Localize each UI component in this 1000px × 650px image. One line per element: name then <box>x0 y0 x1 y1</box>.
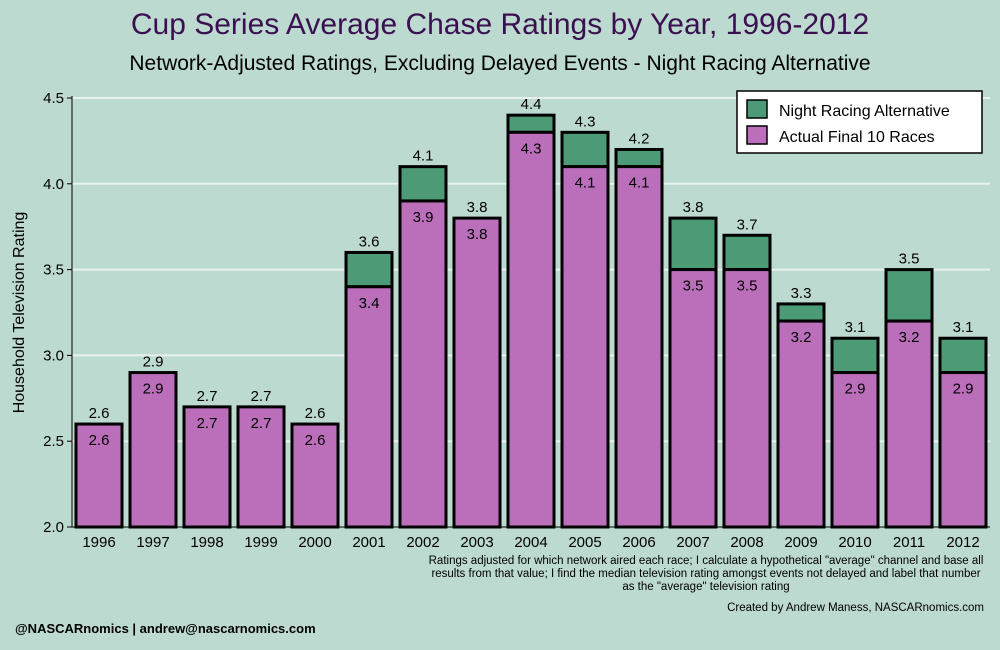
bar-actual-segment <box>344 285 394 529</box>
bar-total-label: 3.8 <box>683 199 704 216</box>
adjustment-note: Ratings adjusted for which network aired… <box>428 555 984 593</box>
bar-actual-label: 3.9 <box>413 209 434 226</box>
bar-actual-label: 4.1 <box>575 175 596 192</box>
footer-handle: @NASCARnomics | andrew@nascarnomics.com <box>15 621 316 636</box>
bar-total-label: 3.8 <box>467 199 488 216</box>
bar-total-label: 2.9 <box>143 354 164 371</box>
bar-actual-segment <box>290 422 340 529</box>
bar-night-segment <box>344 250 394 289</box>
bar-actual-label: 3.2 <box>899 329 920 346</box>
y-tick-label: 2.5 <box>43 433 64 450</box>
bar-actual-segment <box>938 371 988 529</box>
created-by-note: Created by Andrew Maness, NASCARnomics.c… <box>727 602 984 614</box>
legend-swatch-actual <box>746 125 768 145</box>
bar-total-label: 4.3 <box>575 113 596 130</box>
bar-actual-segment <box>614 165 664 529</box>
bar-night-segment <box>398 165 448 203</box>
x-tick-label: 2002 <box>406 534 439 551</box>
bar-actual-label: 3.5 <box>737 278 758 295</box>
bar-total-label: 3.1 <box>953 319 974 336</box>
y-tick-label: 3.5 <box>43 262 64 279</box>
x-tick-label: 2006 <box>622 534 655 551</box>
bar-night-segment <box>830 336 880 375</box>
bar-total-label: 3.3 <box>791 285 812 302</box>
bar-night-segment <box>560 130 610 169</box>
bar-actual-label: 3.8 <box>467 226 488 243</box>
bar-actual-segment <box>884 319 934 529</box>
y-axis-label: Household Television Rating <box>11 212 28 414</box>
bar-total-label: 2.7 <box>197 388 218 405</box>
bar-actual-segment <box>128 371 178 529</box>
bar-actual-label: 3.4 <box>359 295 380 312</box>
y-tick-label: 2.0 <box>43 519 64 536</box>
bar-actual-segment <box>398 199 448 529</box>
bar-actual-label: 4.1 <box>629 175 650 192</box>
bar-night-segment <box>668 216 718 272</box>
bar-actual-segment <box>452 216 502 529</box>
x-tick-label: 2003 <box>460 534 493 551</box>
bar-actual-segment <box>668 268 718 529</box>
bar-total-label: 4.1 <box>413 148 434 165</box>
bar-actual-segment <box>74 422 124 529</box>
x-tick-label: 2010 <box>838 534 871 551</box>
x-tick-label: 2000 <box>298 534 331 551</box>
x-tick-label: 1999 <box>244 534 277 551</box>
bar-total-label: 4.2 <box>629 130 650 147</box>
x-tick-label: 1997 <box>136 534 169 551</box>
bar-night-segment <box>938 336 988 375</box>
bar-total-label: 4.4 <box>521 96 542 113</box>
y-tick-label: 4.0 <box>43 176 64 193</box>
bar-total-label: 3.5 <box>899 251 920 268</box>
x-tick-label: 2005 <box>568 534 601 551</box>
x-tick-label: 2007 <box>676 534 709 551</box>
bar-total-label: 3.6 <box>359 233 380 250</box>
x-tick-label: 2012 <box>946 534 979 551</box>
chart-subtitle: Network-Adjusted Ratings, Excluding Dela… <box>129 52 871 75</box>
x-tick-label: 2011 <box>893 534 925 551</box>
bar-actual-label: 2.7 <box>197 415 218 432</box>
bar-actual-segment <box>506 130 556 529</box>
legend-box <box>736 90 983 154</box>
bar-actual-segment <box>722 268 772 529</box>
bar-night-segment <box>884 268 934 323</box>
chart-title: Cup Series Average Chase Ratings by Year… <box>130 8 870 41</box>
legend-label-actual: Actual Final 10 Races <box>779 129 935 146</box>
bar-actual-segment <box>776 319 826 529</box>
x-tick-label: 2001 <box>352 534 385 551</box>
bar-actual-label: 3.2 <box>791 329 812 346</box>
legend-label-night: Night Racing Alternative <box>779 103 950 120</box>
bar-actual-segment <box>182 405 232 529</box>
bar-actual-label: 2.6 <box>305 432 326 449</box>
legend-swatch-night <box>746 99 768 119</box>
bar-total-label: 2.7 <box>251 388 272 405</box>
bar-night-segment <box>776 302 826 323</box>
y-tick-label: 4.5 <box>43 90 64 107</box>
bar-actual-label: 2.9 <box>143 381 164 398</box>
bar-night-segment <box>614 147 664 169</box>
x-tick-label: 1998 <box>190 534 223 551</box>
y-tick-label: 3.0 <box>43 347 64 364</box>
bar-actual-label: 2.9 <box>845 381 866 398</box>
bar-total-label: 3.1 <box>845 319 866 336</box>
bar-actual-label: 2.7 <box>251 415 272 432</box>
bar-actual-label: 2.9 <box>953 381 974 398</box>
bar-actual-label: 4.3 <box>521 140 542 157</box>
x-tick-label: 2009 <box>784 534 817 551</box>
bar-actual-segment <box>560 165 610 529</box>
bar-total-label: 2.6 <box>305 405 326 422</box>
bar-night-segment <box>506 113 556 134</box>
bar-total-label: 3.7 <box>737 216 758 233</box>
bar-total-label: 2.6 <box>89 405 110 422</box>
bar-actual-label: 2.6 <box>89 432 110 449</box>
bar-actual-label: 3.5 <box>683 278 704 295</box>
x-tick-label: 2004 <box>514 534 547 551</box>
x-tick-label: 2008 <box>730 534 763 551</box>
bar-night-segment <box>722 233 772 272</box>
bar-actual-segment <box>830 371 880 529</box>
x-tick-label: 1996 <box>82 534 115 551</box>
bar-actual-segment <box>236 405 286 529</box>
